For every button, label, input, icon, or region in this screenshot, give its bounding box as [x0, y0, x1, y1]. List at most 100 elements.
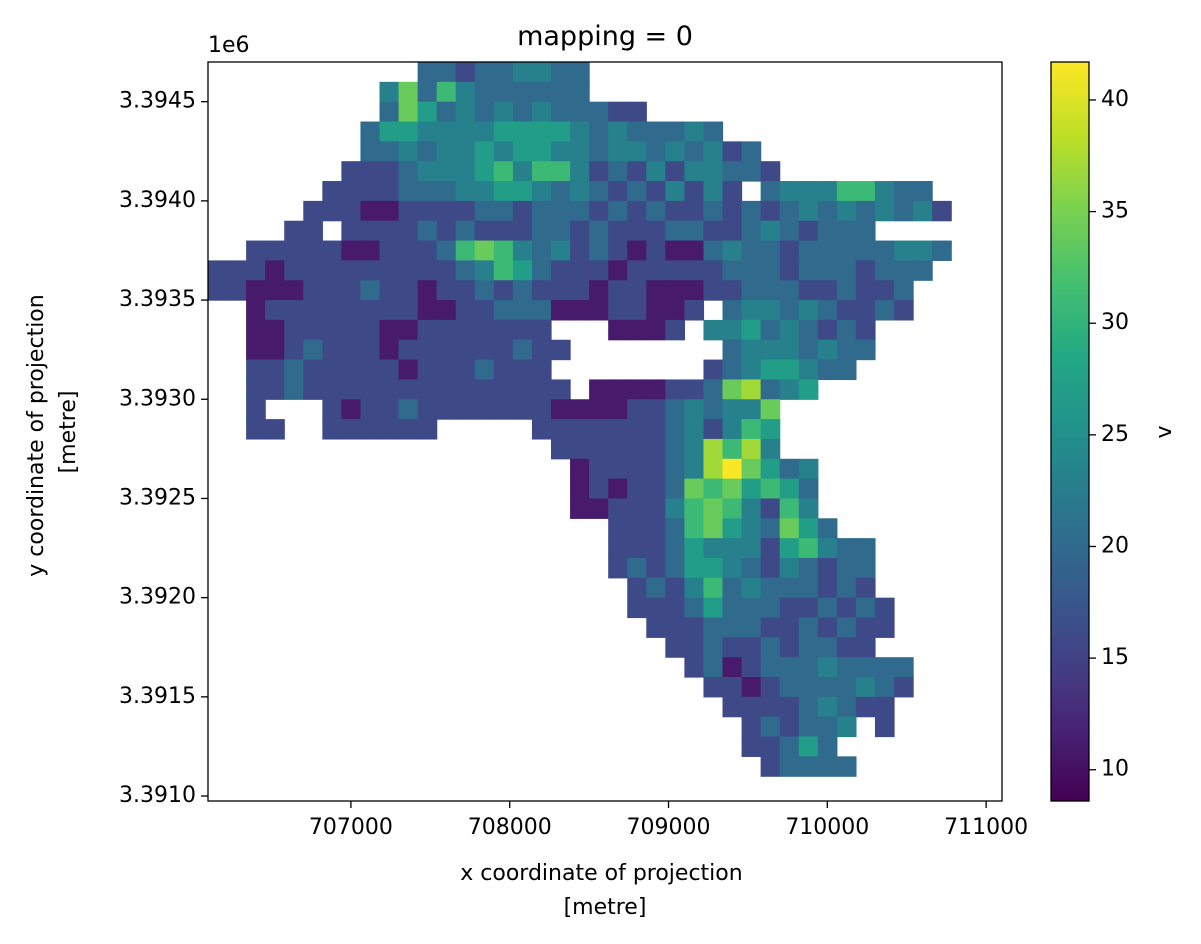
heatmap-cell [436, 359, 457, 381]
heatmap-cell [684, 161, 705, 182]
heatmap-cell [760, 379, 781, 400]
heatmap-cell [589, 200, 609, 222]
heatmap-cell [646, 280, 666, 301]
heatmap-cell [531, 399, 552, 420]
heatmap-cell [798, 300, 819, 321]
heatmap-cell [779, 557, 800, 579]
heatmap-cell [646, 518, 666, 539]
heatmap-cell [855, 696, 876, 718]
heatmap-cell [798, 260, 819, 281]
heatmap-cell [627, 121, 647, 142]
heatmap-cell [894, 240, 914, 261]
heatmap-cell [760, 677, 781, 698]
heatmap-cell [741, 478, 762, 500]
heatmap-cell [703, 399, 724, 420]
heatmap-cell [779, 339, 800, 361]
heatmap-cell [589, 399, 609, 420]
heatmap-cell [589, 478, 609, 500]
heatmap-cell [341, 399, 362, 420]
heatmap-cell [874, 677, 895, 698]
heatmap-cell [665, 538, 685, 559]
heatmap-cell [741, 438, 762, 460]
heatmap-cell [874, 657, 895, 678]
heatmap-cell [608, 438, 628, 460]
heatmap-cell [627, 577, 647, 599]
heatmap-cell [379, 379, 400, 400]
heatmap-cell [646, 240, 666, 261]
heatmap-cell [455, 280, 476, 301]
heatmap-cell [493, 220, 514, 242]
heatmap-cell [665, 280, 685, 301]
heatmap-cell [398, 161, 419, 182]
heatmap-cell [913, 200, 933, 222]
heatmap-cell [246, 359, 266, 381]
chart-title: mapping = 0 [517, 21, 693, 52]
x-tick-label: 710000 [785, 815, 869, 840]
heatmap-cell [684, 141, 705, 162]
heatmap-cell [379, 359, 400, 381]
heatmap-cell [265, 359, 285, 381]
heatmap-cell [512, 141, 533, 162]
heatmap-cell [512, 280, 533, 301]
colorbar-tick-label: 15 [1101, 645, 1129, 670]
heatmap-cell [817, 260, 838, 281]
heatmap-cell [760, 538, 781, 559]
heatmap-cell [741, 359, 762, 381]
heatmap-cell [608, 498, 628, 519]
heatmap-cell [817, 200, 838, 222]
heatmap-cell [798, 339, 819, 361]
x-axis-label-line1: x coordinate of projection [460, 861, 742, 886]
heatmap-cell [493, 161, 514, 182]
heatmap-cell [398, 121, 419, 142]
heatmap-cell [627, 557, 647, 579]
heatmap-cell [322, 339, 342, 361]
heatmap-cell [760, 756, 781, 777]
heatmap-cell [322, 359, 342, 381]
heatmap-cell [722, 597, 743, 619]
heatmap-cell [779, 458, 800, 480]
heatmap-cell [570, 300, 590, 321]
heatmap-cell [798, 597, 819, 619]
heatmap-cell [436, 280, 457, 301]
heatmap-cell [741, 597, 762, 619]
heatmap-cell [417, 339, 438, 361]
heatmap-cell [798, 637, 819, 658]
heatmap-cell [303, 379, 323, 400]
heatmap-cell [760, 280, 781, 301]
heatmap-cell [303, 339, 323, 361]
heatmap-cell [760, 557, 781, 579]
heatmap-cell [741, 577, 762, 599]
heatmap-cell [722, 181, 743, 202]
heatmap-cell [570, 220, 590, 242]
heatmap-cell [817, 518, 838, 539]
heatmap-cell [741, 518, 762, 539]
heatmap-cell [741, 339, 762, 361]
heatmap-cell [798, 379, 819, 400]
heatmap-cell [665, 319, 685, 341]
heatmap-cell [665, 260, 685, 281]
heatmap-cell [436, 141, 457, 162]
heatmap-cell [760, 577, 781, 599]
heatmap-cell [284, 220, 304, 242]
heatmap-cell [474, 339, 495, 361]
heatmap-cell [798, 478, 819, 500]
plot-frame [207, 61, 1003, 802]
heatmap-cell [779, 260, 800, 281]
heatmap-cell [836, 716, 857, 738]
heatmap-cell [836, 637, 857, 658]
heatmap-cell [760, 419, 781, 440]
heatmap-cell [760, 200, 781, 222]
heatmap-cell [722, 240, 743, 261]
heatmap-cell [531, 200, 552, 222]
heatmap-cell [741, 161, 762, 182]
heatmap-cell [760, 657, 781, 678]
heatmap-cell [474, 379, 495, 400]
heatmap-cell [474, 359, 495, 381]
heatmap-cell [760, 438, 781, 460]
heatmap-cell [589, 438, 609, 460]
heatmap-cell [493, 200, 514, 222]
heatmap-cell [246, 260, 266, 281]
heatmap-cell [379, 141, 400, 162]
heatmap-cell [322, 181, 342, 202]
heatmap-cell [760, 240, 781, 261]
